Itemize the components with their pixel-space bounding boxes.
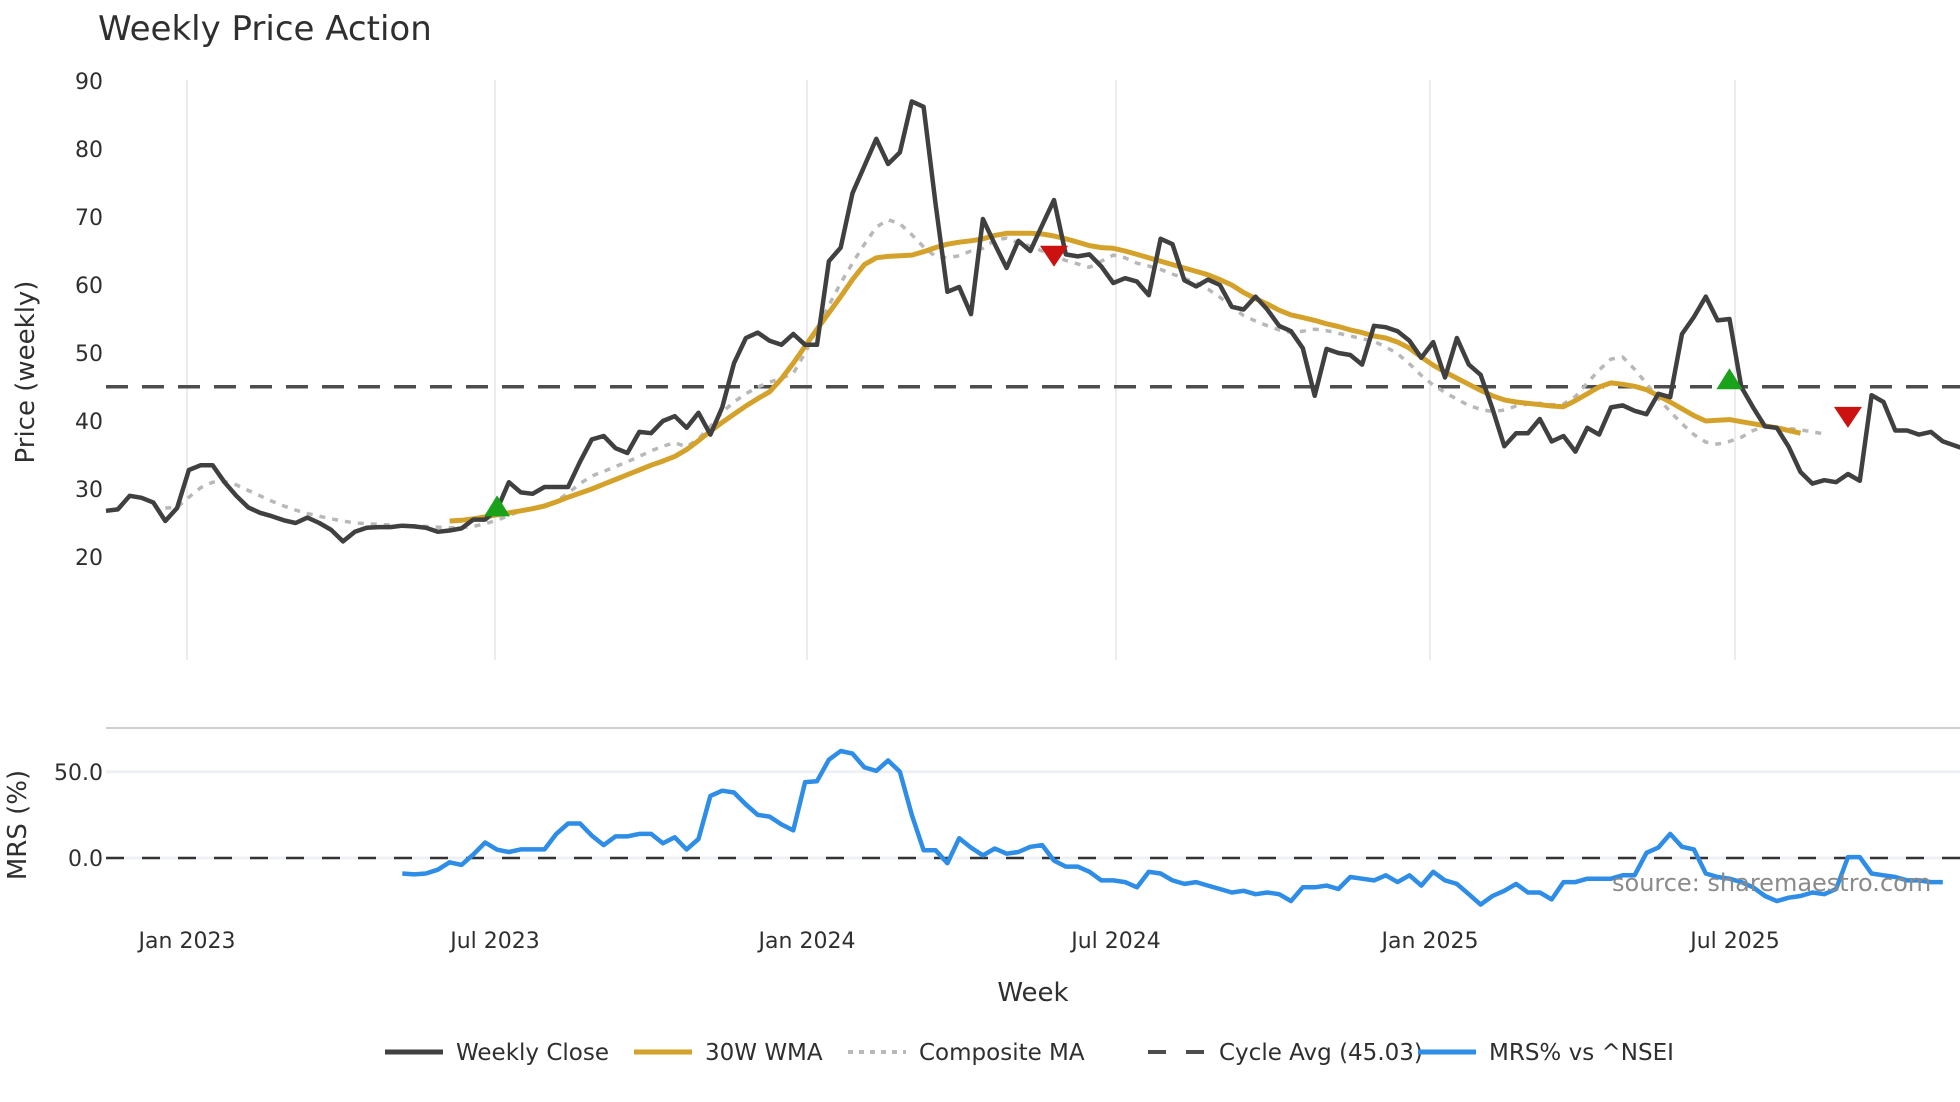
composite-ma-line xyxy=(165,217,1825,530)
x-tick-label: Jan 2025 xyxy=(1380,929,1479,954)
price-axis-title: Price (weekly) xyxy=(11,281,41,464)
chart-title: Weekly Price Action xyxy=(98,9,432,49)
x-gridlines xyxy=(186,80,1736,660)
price-y-tick: 30 xyxy=(75,478,103,503)
x-tick-label: Jan 2024 xyxy=(757,929,856,954)
legend-label: Composite MA xyxy=(919,1040,1085,1066)
x-tick-label: Jul 2024 xyxy=(1069,929,1161,954)
price-y-tick: 40 xyxy=(75,410,103,435)
price-y-tick: 50 xyxy=(75,342,103,367)
mrs-gridlines xyxy=(106,770,1960,860)
mrs-y-ticks: 0.0 50.0 xyxy=(54,761,103,872)
price-y-tick: 20 xyxy=(75,546,103,571)
x-tick-label: Jul 2023 xyxy=(448,929,540,954)
buy-signal-icon xyxy=(1716,368,1743,390)
legend-label: 30W WMA xyxy=(705,1040,823,1066)
sell-signal-icon xyxy=(1833,406,1862,428)
legend-label: Cycle Avg (45.03) xyxy=(1219,1040,1423,1066)
x-axis-ticks: Jan 2023 Jul 2023 Jan 2024 Jul 2024 Jan 2025… xyxy=(137,929,1780,954)
buy-signal-icon xyxy=(484,495,511,517)
wma-30w-line xyxy=(449,230,1802,524)
x-tick-label: Jul 2025 xyxy=(1688,929,1780,954)
mrs-panel: 0.0 50.0 MRS (%) source: sharemaestro.com xyxy=(3,748,1960,907)
weekly-close-line xyxy=(105,99,1960,544)
x-axis-title: Week xyxy=(997,978,1068,1008)
price-y-tick: 80 xyxy=(75,138,103,163)
price-panel: 20 30 40 50 60 70 80 90 Price (weekly) xyxy=(11,70,1960,660)
x-tick-label: Jan 2023 xyxy=(137,929,236,954)
price-y-ticks: 20 30 40 50 60 70 80 90 xyxy=(75,70,103,571)
price-y-tick: 70 xyxy=(75,206,103,231)
mrs-y-tick: 0.0 xyxy=(68,847,103,872)
sell-signal-icon xyxy=(1040,245,1068,267)
legend-label: Weekly Close xyxy=(456,1040,609,1066)
signal-markers xyxy=(484,245,1862,517)
mrs-line xyxy=(402,748,1943,907)
mrs-y-tick: 50.0 xyxy=(54,761,103,786)
mrs-axis-title: MRS (%) xyxy=(3,770,33,880)
source-watermark: source: sharemaestro.com xyxy=(1612,869,1931,897)
legend-label: MRS% vs ^NSEI xyxy=(1489,1040,1674,1066)
price-y-tick: 90 xyxy=(75,70,103,95)
price-y-tick: 60 xyxy=(75,274,103,299)
legend: Weekly Close 30W WMA Composite MA Cycle Avg… xyxy=(385,1040,1674,1066)
